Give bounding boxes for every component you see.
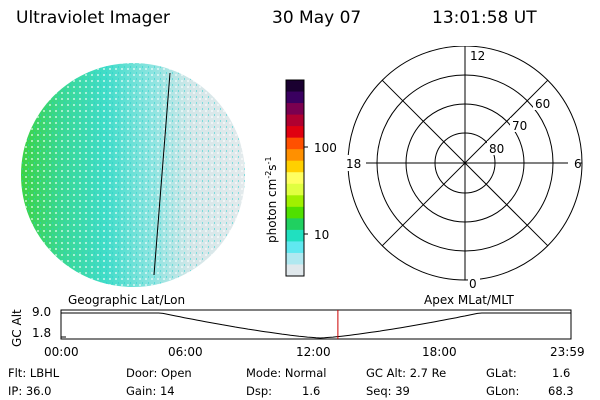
colorbar-cell	[286, 114, 304, 127]
colorbar-cell	[286, 137, 304, 150]
info-seq: Seq: 39	[366, 384, 410, 398]
timeline-xtick-0: 00:00	[44, 345, 79, 359]
polar-plot: 12 0 18 6 60 70 80	[344, 46, 583, 291]
colorbar-cell	[286, 80, 304, 93]
colorbar	[285, 79, 308, 277]
timeline-xtick-1: 06:00	[168, 345, 203, 359]
lat-label-70: 70	[512, 119, 527, 133]
colorbar-cell	[286, 149, 304, 162]
colorbar-cell	[286, 103, 304, 116]
colorbar-label: photon cm-2s-1	[264, 156, 279, 243]
colorbar-tick-10: 10	[314, 228, 330, 242]
colorbar-cell	[286, 252, 304, 265]
timeline-ytick-top: 9.0	[32, 305, 52, 319]
info-dsp-label: Dsp:	[246, 384, 273, 398]
time-label: 13:01:58 UT	[432, 8, 537, 28]
info-glon-label: GLon:	[486, 384, 520, 398]
timeline-xtick-4: 23:59	[550, 345, 585, 359]
lat-label-80: 80	[489, 142, 504, 156]
mlt-label-bottom: 0	[469, 277, 477, 291]
colorbar-cell	[286, 126, 304, 139]
info-filter: Flt: LBHL	[8, 366, 60, 380]
lat-label-60: 60	[535, 97, 550, 111]
timeline-xtick-3: 18:00	[422, 345, 457, 359]
info-door: Door: Open	[126, 366, 192, 380]
timeline-ylabel: GC Alt	[10, 309, 24, 347]
colorbar-cell	[286, 229, 304, 242]
colorbar-cell	[286, 218, 304, 231]
mlt-label-right: 6	[574, 157, 582, 171]
info-mode: Mode: Normal	[246, 366, 327, 380]
info-ip: IP: 36.0	[8, 384, 52, 398]
info-glat-value: 1.6	[552, 366, 571, 380]
mlt-label-top: 12	[470, 49, 485, 63]
colorbar-cell	[286, 183, 304, 196]
colorbar-cell	[286, 206, 304, 219]
colorbar-cell	[286, 91, 304, 104]
timeline-left-title: Geographic Lat/Lon	[68, 293, 186, 307]
mlt-label-left: 18	[346, 157, 361, 171]
date-label: 30 May 07	[272, 8, 362, 28]
colorbar-cell	[286, 172, 304, 185]
polar-diagonal-2	[381, 79, 549, 247]
colorbar-cell	[286, 241, 304, 254]
app-title: Ultraviolet Imager	[16, 8, 170, 28]
uv-globe-image	[21, 63, 245, 287]
colorbar-cell	[286, 160, 304, 173]
colorbar-cell	[286, 195, 304, 208]
colorbar-cell	[286, 264, 304, 277]
timeline-plot	[60, 309, 572, 340]
info-gc-alt: GC Alt: 2.7 Re	[366, 366, 447, 380]
timeline-right-title: Apex MLat/MLT	[424, 293, 514, 307]
info-glon-value: 68.3	[548, 384, 574, 398]
terminator-line	[153, 72, 171, 276]
orbit-altitude-curve	[61, 312, 571, 339]
info-dsp-value: 1.6	[302, 384, 321, 398]
timeline-ytick-bottom: 1.8	[32, 326, 52, 340]
colorbar-tick-100: 100	[314, 141, 337, 155]
info-glat-label: GLat:	[486, 366, 517, 380]
timeline-xtick-2: 12:00	[296, 345, 331, 359]
info-gain: Gain: 14	[126, 384, 175, 398]
